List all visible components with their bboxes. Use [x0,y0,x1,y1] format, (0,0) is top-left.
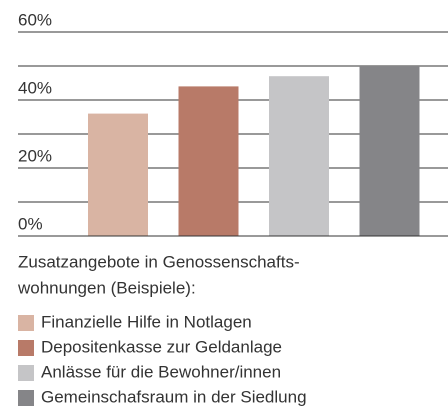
y-tick-label: 0% [18,214,43,233]
legend-swatch [18,390,34,406]
legend-swatch [18,315,34,331]
bar [269,76,329,236]
y-tick-label: 60% [18,10,52,29]
caption: Zusatzangebote in Genossenschafts- [18,252,300,271]
legend-label: Finanzielle Hilfe in Notlagen [41,312,252,331]
caption: wohnungen (Beispiele): [17,278,196,297]
y-tick-label: 40% [18,78,52,97]
bar [178,86,239,237]
legend-label: Gemeinschafsraum in der Siedlung [41,387,307,406]
legend-swatch [18,365,34,381]
legend-label: Depositenkasse zur Geldanlage [41,337,282,356]
legend-swatch [18,340,34,356]
legend-label: Anlässe für die Bewohner/innen [41,362,281,381]
bar [359,66,420,236]
y-tick-label: 20% [18,146,52,165]
bar [88,113,148,236]
